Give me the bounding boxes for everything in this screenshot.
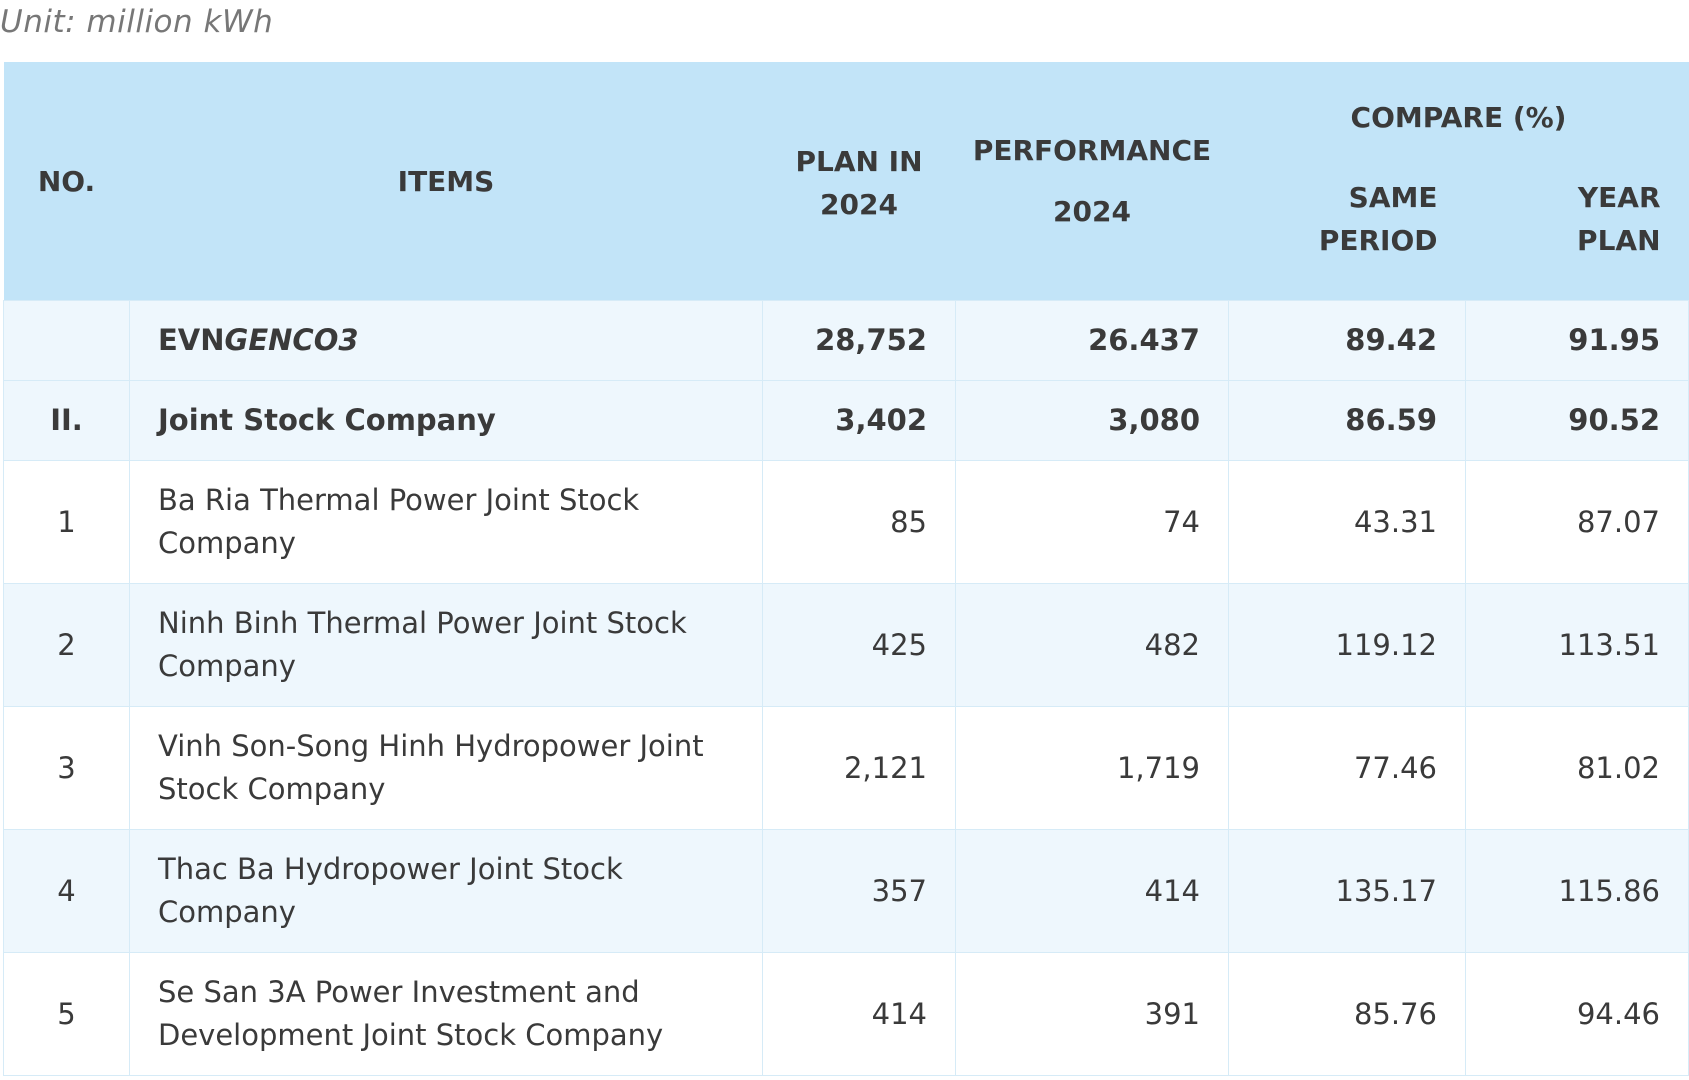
cell-year-plan: 87.07 [1464, 460, 1689, 584]
header-compare-label: COMPARE (%) [1350, 100, 1567, 134]
cell-plan: 28,752 [762, 300, 956, 381]
table-row: 2 Ninh Binh Thermal Power Joint Stock Co… [3, 583, 1689, 707]
cell-no [3, 300, 130, 381]
header-plan-line1: PLAN IN [795, 145, 923, 178]
table-row: 3 Vinh Son-Song Hinh Hydropower Joint St… [3, 706, 1689, 830]
cell-performance: 414 [955, 829, 1229, 953]
cell-year-plan: 90.52 [1464, 380, 1689, 461]
header-plan: PLAN IN 2024 [762, 62, 956, 301]
name-italic: GENCO3 [224, 323, 359, 357]
cell-same-period: 86.59 [1228, 380, 1466, 461]
cell-same-period: 135.17 [1228, 829, 1466, 953]
cell-name: Joint Stock Company [129, 380, 763, 461]
table-row: 4 Thac Ba Hydropower Joint Stock Company… [3, 829, 1689, 953]
cell-no: 2 [3, 583, 130, 707]
header-compare: COMPARE (%) [1228, 62, 1689, 172]
cell-performance: 26.437 [955, 300, 1229, 381]
header-year-line2: PLAN [1577, 224, 1661, 257]
header-no: NO. [3, 62, 130, 301]
summary-row-evngenco3: EVNGENCO3 28,752 26.437 89.42 91.95 [3, 300, 1689, 381]
header-performance-line2: 2024 [1053, 195, 1131, 228]
cell-name: Ba Ria Thermal Power Joint Stock Company [129, 460, 763, 584]
cell-same-period: 77.46 [1228, 706, 1466, 830]
cell-plan: 3,402 [762, 380, 956, 461]
cell-no: 3 [3, 706, 130, 830]
cell-year-plan: 91.95 [1464, 300, 1689, 381]
cell-performance: 391 [955, 952, 1229, 1076]
table-row: 1 Ba Ria Thermal Power Joint Stock Compa… [3, 460, 1689, 584]
cell-year-plan: 94.46 [1464, 952, 1689, 1076]
header-performance: PERFORMANCE 2024 [955, 62, 1229, 301]
cell-no: 1 [3, 460, 130, 584]
cell-plan: 85 [762, 460, 956, 584]
cell-no: 4 [3, 829, 130, 953]
cell-performance: 3,080 [955, 380, 1229, 461]
header-year-plan: YEAR PLAN [1465, 172, 1689, 301]
header-year-line1: YEAR [1577, 181, 1661, 214]
cell-same-period: 43.31 [1228, 460, 1466, 584]
power-output-table: NO. ITEMS PLAN IN 2024 PERFORMANCE 2024 … [3, 62, 1689, 1076]
summary-row-joint-stock: II. Joint Stock Company 3,402 3,080 86.5… [3, 380, 1689, 461]
header-plan-line2: 2024 [820, 188, 898, 221]
header-same-line1: SAME [1348, 181, 1438, 214]
cell-plan: 357 [762, 829, 956, 953]
cell-plan: 425 [762, 583, 956, 707]
cell-performance: 482 [955, 583, 1229, 707]
cell-name: Vinh Son-Song Hinh Hydropower Joint Stoc… [129, 706, 763, 830]
table-row: 5 Se San 3A Power Investment and Develop… [3, 952, 1689, 1076]
cell-plan: 414 [762, 952, 956, 1076]
cell-same-period: 89.42 [1228, 300, 1466, 381]
cell-no: 5 [3, 952, 130, 1076]
cell-year-plan: 115.86 [1464, 829, 1689, 953]
cell-same-period: 119.12 [1228, 583, 1466, 707]
header-same-line2: PERIOD [1318, 224, 1438, 257]
cell-name: Se San 3A Power Investment and Developme… [129, 952, 763, 1076]
cell-year-plan: 81.02 [1464, 706, 1689, 830]
cell-name: Thac Ba Hydropower Joint Stock Company [129, 829, 763, 953]
cell-no: II. [3, 380, 130, 461]
cell-same-period: 85.76 [1228, 952, 1466, 1076]
cell-year-plan: 113.51 [1464, 583, 1689, 707]
cell-name: EVNGENCO3 [129, 300, 763, 381]
unit-label: Unit: million kWh [0, 4, 274, 40]
cell-plan: 2,121 [762, 706, 956, 830]
table-header: NO. ITEMS PLAN IN 2024 PERFORMANCE 2024 … [3, 62, 1689, 301]
header-items: ITEMS [129, 62, 763, 301]
cell-name: Ninh Binh Thermal Power Joint Stock Comp… [129, 583, 763, 707]
header-same-period: SAME PERIOD [1228, 172, 1466, 301]
name-prefix: EVN [158, 323, 225, 357]
cell-performance: 1,719 [955, 706, 1229, 830]
header-performance-line1: PERFORMANCE [972, 134, 1212, 167]
cell-performance: 74 [955, 460, 1229, 584]
